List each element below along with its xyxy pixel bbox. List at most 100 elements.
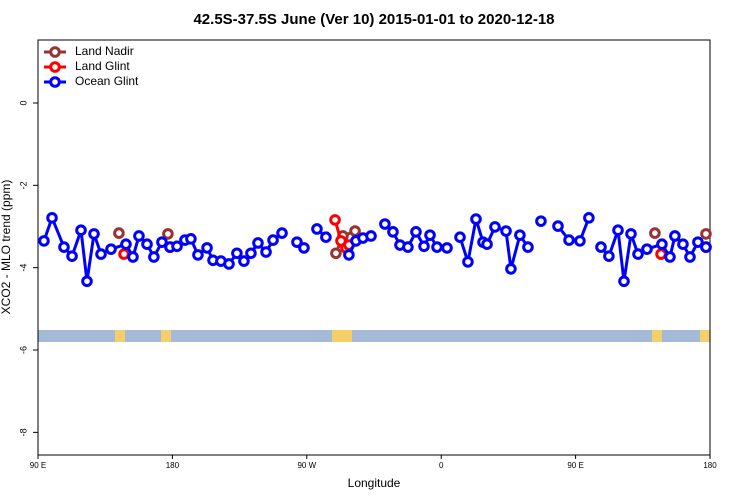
data-point [500, 225, 512, 237]
data-point [563, 234, 575, 246]
x-tick-label: 0 [439, 461, 444, 470]
data-point [462, 256, 474, 268]
data-point [612, 224, 624, 237]
data-point [113, 227, 125, 239]
data-point [118, 248, 130, 260]
data-point [291, 236, 303, 248]
data-point [311, 223, 323, 235]
data-point [192, 249, 204, 261]
data-point [105, 243, 117, 255]
legend-label: Land Glint [75, 59, 130, 73]
data-point [418, 240, 430, 253]
legend-label: Land Nadir [75, 44, 134, 58]
data-point [201, 242, 213, 254]
legend-marker [49, 61, 61, 73]
data-point [260, 246, 272, 258]
y-axis-label: XCO2 - MLO trend (ppm) [0, 180, 13, 315]
data-point [655, 248, 667, 260]
land-band [115, 330, 125, 342]
land-band [332, 330, 352, 342]
legend-label: Ocean Glint [75, 74, 139, 88]
land-band [652, 330, 662, 342]
data-point [141, 238, 153, 251]
data-point [267, 234, 279, 246]
data-point [641, 243, 653, 255]
data-point [431, 241, 443, 253]
x-axis-label: Longitude [348, 476, 401, 490]
data-point [410, 226, 422, 238]
data-point [349, 225, 361, 237]
data-point [583, 212, 595, 224]
data-point [481, 238, 493, 251]
legend-marker [49, 46, 61, 58]
x-tick-label: 90 W [297, 461, 316, 470]
data-point [574, 235, 586, 247]
data-point [88, 228, 100, 240]
coverage-band [38, 330, 710, 342]
data-point [379, 218, 391, 230]
data-point [58, 241, 70, 253]
y-tick-label: -4 [18, 264, 28, 272]
data-point [595, 241, 607, 253]
data-point [700, 241, 712, 253]
data-point [664, 251, 676, 263]
data-point [343, 249, 355, 261]
data-point [148, 251, 160, 263]
data-point [535, 215, 547, 227]
data-point [185, 233, 197, 245]
data-point [552, 220, 564, 232]
data-point [424, 229, 436, 241]
data-point [330, 247, 342, 260]
x-tick-label: 90 E [567, 461, 583, 470]
data-point [441, 242, 453, 254]
data-point [618, 275, 630, 288]
ocean-band [38, 330, 710, 342]
data-point [171, 240, 183, 253]
data-point [700, 228, 712, 240]
data-point [127, 251, 139, 263]
series-line [458, 218, 530, 270]
y-tick-label: 0 [18, 100, 28, 105]
data-point [95, 248, 107, 260]
data-point [298, 242, 310, 254]
data-point [603, 250, 615, 262]
land-band [161, 330, 171, 342]
plot-frame [37, 39, 711, 456]
data-point [46, 212, 58, 224]
data-point [470, 213, 482, 225]
data-point [387, 226, 399, 238]
data-point [231, 247, 243, 260]
data-point [684, 251, 696, 263]
data-point [252, 237, 264, 249]
data-point [649, 227, 661, 239]
data-point [156, 236, 168, 248]
y-tick-label: -8 [18, 428, 28, 436]
data-point [489, 221, 501, 233]
data-point [677, 238, 689, 251]
data-point [625, 228, 637, 240]
x-tick-label: 90 E [30, 461, 46, 470]
data-point [223, 258, 235, 270]
data-point [522, 241, 534, 253]
data-point [120, 238, 132, 251]
x-tick-label: 180 [703, 461, 717, 470]
data-point [75, 224, 87, 237]
data-point [162, 228, 174, 240]
data-point [320, 231, 332, 244]
data-point [245, 247, 257, 260]
data-point [38, 235, 50, 247]
data-point [632, 248, 644, 260]
data-point [276, 227, 288, 239]
data-point [514, 229, 526, 241]
land-band [700, 330, 710, 342]
data-point [402, 241, 414, 253]
data-point [329, 214, 341, 226]
data-point [133, 230, 145, 242]
chart-title: 42.5S-37.5S June (Ver 10) 2015-01-01 to … [193, 11, 554, 28]
data-point [81, 275, 93, 288]
data-point [66, 250, 78, 262]
x-tick-label: 180 [166, 461, 180, 470]
y-tick-label: -6 [18, 346, 28, 354]
